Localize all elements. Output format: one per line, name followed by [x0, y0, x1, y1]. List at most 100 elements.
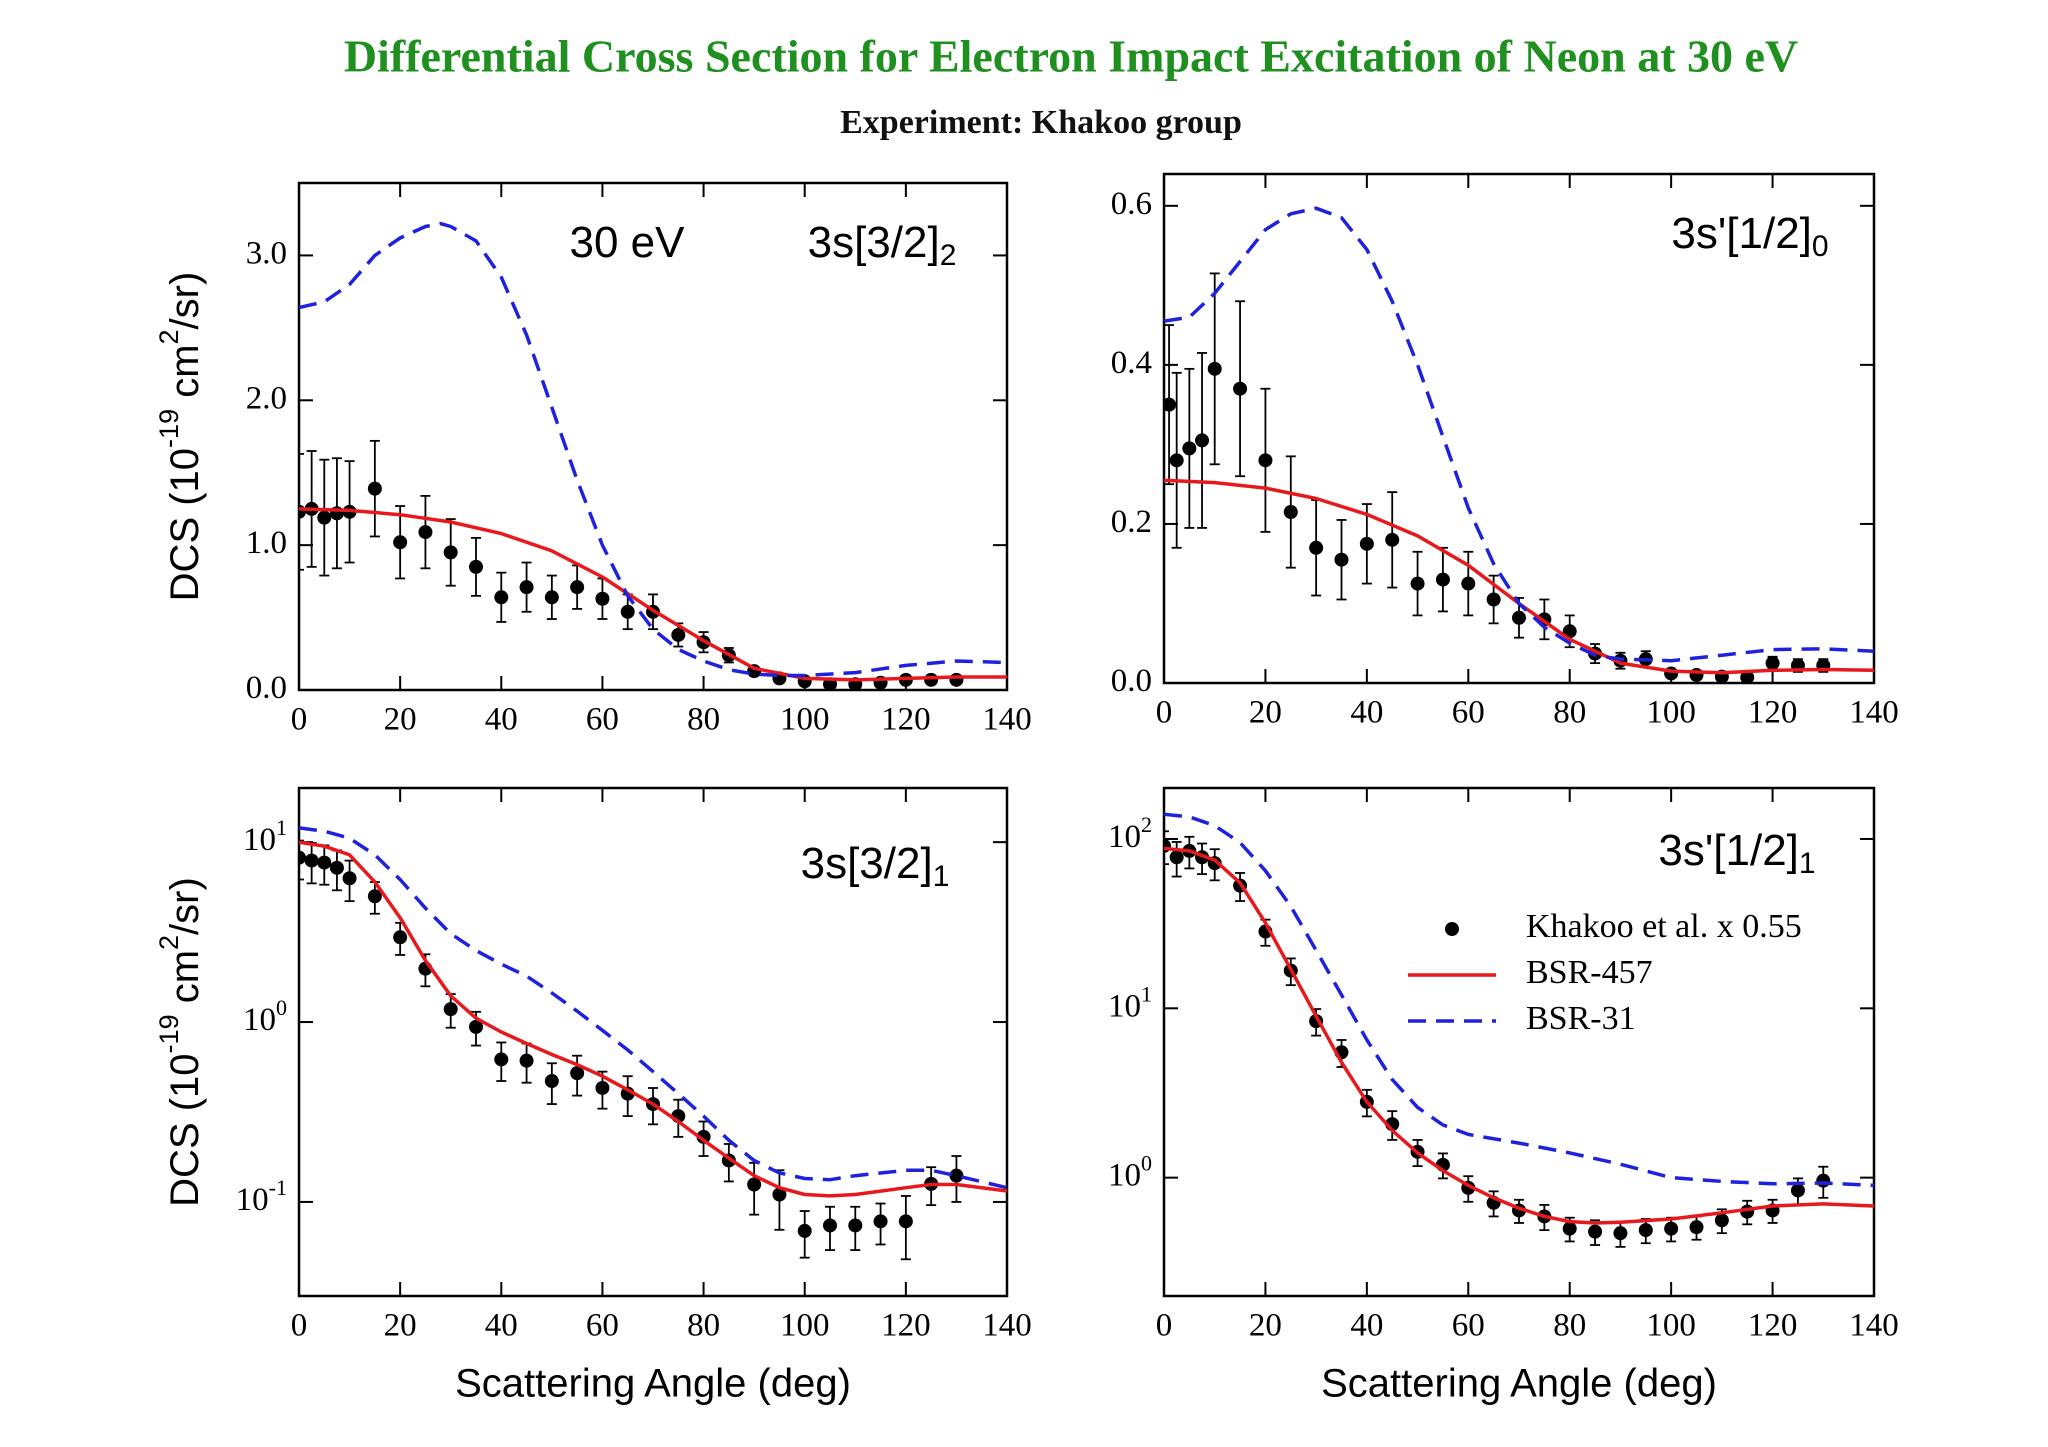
data-point: [494, 590, 509, 605]
data-point: [1816, 1173, 1831, 1188]
data-point: [1512, 610, 1526, 625]
series-line: [299, 826, 1007, 1190]
data-point: [299, 504, 306, 519]
y-tick-label: 0.6: [1111, 185, 1152, 221]
x-tick-label: 20: [384, 1308, 417, 1344]
data-point: [1334, 552, 1349, 567]
data-point: [1664, 1221, 1679, 1236]
y-axis-label-part: cm: [163, 950, 207, 1014]
data-point: [696, 1129, 711, 1144]
data-point: [898, 1214, 913, 1229]
x-tick-label: 140: [1849, 695, 1899, 731]
y-tick-base: 10: [236, 1182, 269, 1218]
series-line: [1164, 846, 1874, 1225]
series-line: [299, 221, 1007, 678]
data-point: [1169, 850, 1184, 865]
y-tick-base: 10: [1108, 819, 1141, 855]
x-tick-label: 120: [1748, 695, 1798, 731]
series-line: [299, 840, 1007, 1198]
x-tick-label: 0: [1156, 695, 1173, 731]
x-tick-label: 60: [1452, 1308, 1485, 1344]
data-point: [469, 1019, 483, 1034]
data-point: [1182, 441, 1197, 456]
data-point: [595, 591, 610, 606]
data-point: [1258, 453, 1273, 468]
data-point: [1207, 361, 1222, 376]
x-tick-label: 100: [1646, 1308, 1696, 1344]
y-axis-label-part: cm: [163, 344, 207, 408]
annotation-text: 3s'[1/2]: [1671, 209, 1812, 258]
y-tick-label: 0.4: [1111, 344, 1152, 380]
legend-marker: [1445, 922, 1459, 936]
y-tick-label: 100: [1108, 1151, 1152, 1194]
data-point: [620, 604, 635, 619]
y-tick-label: 1.0: [246, 525, 287, 561]
panel-annotation: 30 eV: [570, 218, 686, 267]
x-tick-label: 120: [881, 1308, 931, 1344]
x-tick-label: 40: [1350, 1308, 1383, 1344]
data-point: [1164, 397, 1177, 412]
panel-annotation: 3s[3/2]1: [801, 839, 950, 893]
data-point: [848, 1218, 863, 1233]
data-point: [949, 1168, 964, 1183]
x-tick-label: 0: [1156, 1308, 1173, 1344]
x-tick-label: 0: [291, 702, 308, 738]
y-tick-base: 0.0: [1111, 663, 1152, 699]
data-point: [1309, 540, 1324, 555]
data-point: [570, 580, 585, 595]
y-tick-base: 10: [243, 1002, 276, 1038]
y-tick-base: 10: [1108, 988, 1141, 1024]
panel: 0 20 40 60 80 100 120 140 0.0 1.0 2.0 3.0 DCS (10-19…: [154, 181, 1032, 738]
panel-annotation: 3s[3/2]2: [808, 218, 957, 272]
x-tick-label: 80: [1553, 1308, 1586, 1344]
data-point: [1233, 381, 1248, 396]
data-point: [317, 510, 332, 525]
data-area: [1164, 206, 1874, 683]
y-axis-label-sup: -19: [154, 1014, 184, 1053]
panel-annotation: 3s'[1/2]1: [1658, 826, 1815, 880]
series-line: [1164, 206, 1874, 663]
data-point: [443, 1002, 458, 1017]
annotation-text: 3s'[1/2]: [1658, 826, 1799, 875]
y-axis-label-part: /sr): [163, 877, 207, 935]
data-area: [1164, 812, 1874, 1248]
y-tick-exponent: 0: [1141, 1151, 1152, 1176]
plot-frame: [1162, 172, 1876, 685]
x-tick-label: 140: [982, 702, 1032, 738]
legend-label: BSR-457: [1526, 954, 1653, 991]
y-axis-label-part: DCS (10: [163, 1053, 207, 1206]
x-tick-label: 20: [1249, 1308, 1282, 1344]
plot-frame: [297, 181, 1009, 692]
data-point: [299, 850, 306, 865]
data-point: [342, 871, 357, 886]
x-tick-label: 20: [384, 702, 417, 738]
data-point: [329, 860, 344, 875]
x-tick-label: 120: [881, 702, 931, 738]
x-tick-label: 60: [586, 702, 619, 738]
data-point: [1410, 576, 1425, 591]
data-point: [1562, 1221, 1577, 1236]
annotation-subscript: 1: [1799, 847, 1816, 880]
data-point: [544, 590, 559, 605]
x-tick-label: 60: [1452, 695, 1485, 731]
x-tick-label: 100: [780, 702, 830, 738]
y-tick-base: 0.6: [1111, 185, 1152, 221]
y-axis-label-sup: 2: [154, 329, 184, 344]
data-point: [1385, 532, 1400, 547]
y-tick-label: 0.0: [1111, 663, 1152, 699]
series-line: [299, 507, 1007, 682]
data-point: [1613, 1226, 1628, 1241]
y-tick-label: 3.0: [246, 235, 287, 271]
y-tick-base: 0.2: [1111, 504, 1152, 540]
y-tick-base: 2.0: [246, 380, 287, 416]
data-point: [1740, 670, 1755, 683]
data-point: [1714, 1213, 1729, 1228]
annotation-subscript: 0: [1812, 230, 1829, 263]
data-point: [304, 853, 319, 868]
x-tick-label: 60: [586, 1308, 619, 1344]
legend-label: Khakoo et al. x 0.55: [1526, 908, 1802, 945]
data-point: [418, 525, 433, 540]
